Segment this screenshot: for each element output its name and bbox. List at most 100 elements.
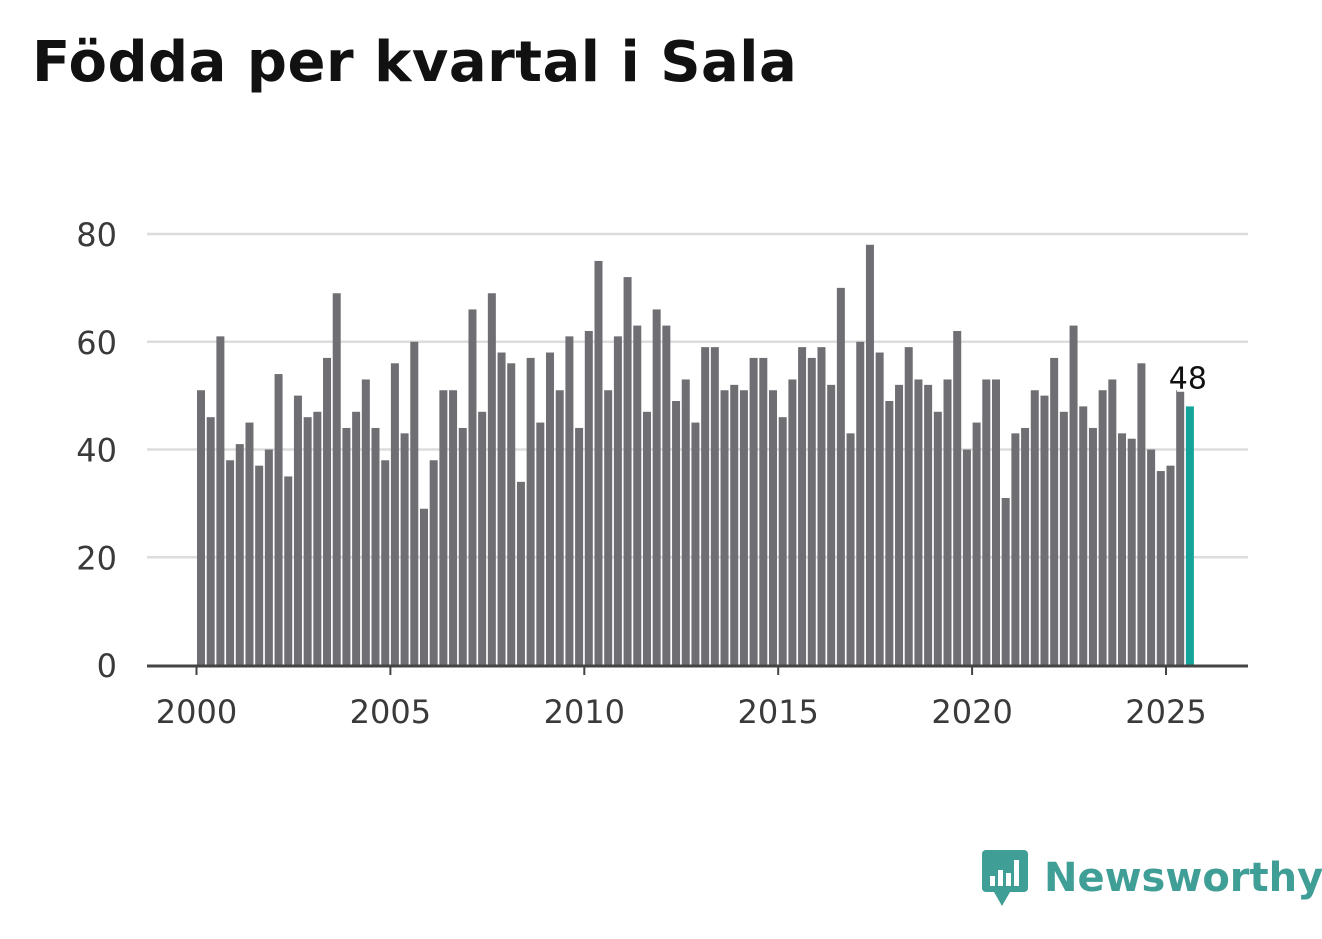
bar-68 (856, 341, 865, 665)
bar-41 (594, 260, 603, 665)
x-tick-label-2015: 2015 (737, 693, 818, 731)
bar-52 (701, 347, 710, 665)
bar-53 (710, 347, 719, 665)
bar-47 (652, 309, 661, 665)
bar-14 (332, 293, 341, 665)
bar-44 (623, 277, 632, 665)
bar-11 (303, 417, 312, 665)
newsworthy-logo-icon (982, 850, 1028, 906)
bar-21 (400, 433, 409, 665)
bar-66 (836, 287, 845, 665)
bar-18 (371, 427, 380, 665)
bar-99 (1156, 471, 1165, 665)
x-tick-label-2020: 2020 (931, 693, 1012, 731)
bar-25 (439, 390, 448, 665)
bar-82 (991, 379, 1000, 665)
bar-80 (972, 422, 981, 665)
bar-6 (255, 465, 264, 665)
bar-76 (933, 411, 942, 665)
bar-90 (1069, 325, 1078, 665)
bar-98 (1147, 449, 1156, 665)
bar-28 (468, 309, 477, 665)
bar-16 (352, 411, 361, 665)
bar-36 (546, 352, 555, 665)
x-axis (147, 664, 1248, 675)
bar-59 (769, 390, 778, 665)
bar-86 (1030, 390, 1039, 665)
bar-79 (962, 449, 971, 665)
bar-9 (284, 476, 293, 665)
bar-24 (429, 460, 438, 665)
bar-0 (197, 390, 205, 665)
bar-12 (313, 411, 322, 665)
bar-71 (885, 401, 894, 665)
bar-63 (807, 357, 816, 665)
bar-70 (875, 352, 884, 665)
bar-54 (720, 390, 729, 665)
bar-3 (226, 460, 235, 665)
bar-58 (759, 357, 768, 665)
bar-1 (206, 417, 215, 665)
bar-64 (817, 347, 826, 665)
bar-91 (1079, 406, 1088, 665)
bar-84 (1011, 433, 1020, 665)
bar-100 (1166, 465, 1175, 665)
bar-39 (575, 427, 584, 665)
newsworthy-wordmark: Newsworthy (1044, 855, 1322, 901)
annotations: 48 (1166, 358, 1210, 399)
bar-75 (924, 384, 933, 665)
bar-50 (681, 379, 690, 665)
bar-38 (565, 336, 574, 665)
bar-35 (536, 422, 545, 665)
bar-102 (1185, 406, 1194, 665)
bar-22 (410, 341, 419, 665)
bar-8 (274, 374, 283, 665)
bar-37 (555, 390, 564, 665)
bar-60 (778, 417, 787, 665)
bar-97 (1137, 363, 1146, 665)
bar-89 (1059, 411, 1068, 665)
bar-15 (342, 427, 351, 665)
bar-93 (1098, 390, 1107, 665)
bar-62 (798, 347, 807, 665)
bar-87 (1040, 395, 1049, 665)
bar-43 (613, 336, 622, 665)
bar-92 (1088, 427, 1097, 665)
newsworthy-logo: Newsworthy (980, 848, 1322, 908)
bar-4 (235, 444, 244, 665)
bar-49 (672, 401, 681, 665)
bar-96 (1127, 438, 1136, 665)
bar-72 (895, 384, 904, 665)
bar-10 (293, 395, 302, 665)
bar-67 (846, 433, 855, 665)
bar-13 (323, 357, 332, 665)
bar-26 (449, 390, 458, 665)
bar-30 (487, 293, 496, 665)
bar-32 (507, 363, 516, 665)
bar-57 (749, 357, 758, 665)
bar-95 (1118, 433, 1127, 665)
bar-27 (458, 427, 467, 665)
bar-65 (827, 384, 836, 665)
bar-20 (390, 363, 399, 665)
y-tick-label-60: 60 (76, 324, 117, 362)
bar-77 (943, 379, 952, 665)
bar-42 (604, 390, 613, 665)
y-axis-labels: 0 20 40 60 80 (76, 216, 117, 685)
bar-73 (904, 347, 913, 665)
bar-83 (1001, 497, 1010, 665)
bar-88 (1050, 357, 1059, 665)
bar-78 (953, 330, 962, 665)
bar-94 (1108, 379, 1117, 665)
bar-74 (914, 379, 923, 665)
bar-81 (982, 379, 991, 665)
y-tick-label-20: 20 (76, 539, 117, 577)
bar-2 (216, 336, 225, 665)
bar-69 (865, 244, 874, 665)
y-tick-label-80: 80 (76, 216, 117, 254)
x-axis-labels: 2000 2005 2010 2015 2020 2025 (156, 693, 1207, 731)
chart-title: Födda per kvartal i Sala (32, 30, 798, 95)
bar-34 (526, 357, 535, 665)
x-tick-label-2010: 2010 (544, 693, 625, 731)
x-tick-label-2000: 2000 (156, 693, 237, 731)
